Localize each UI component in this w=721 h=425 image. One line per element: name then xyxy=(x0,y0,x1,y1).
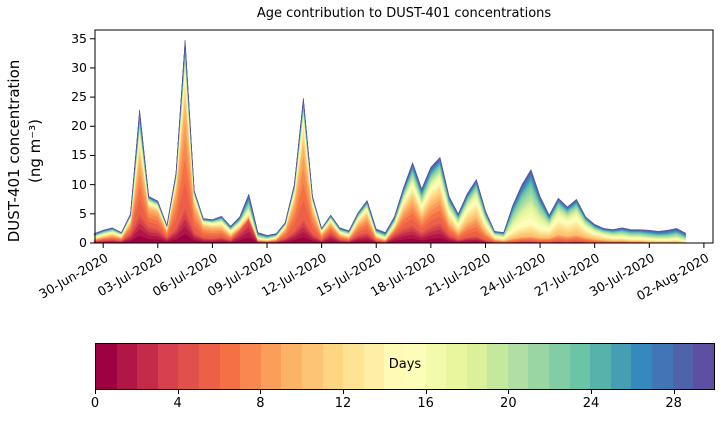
age-layers xyxy=(93,39,686,244)
colorbar-segment xyxy=(549,344,570,389)
colorbar-segment xyxy=(137,344,158,389)
colorbar-segment xyxy=(446,344,467,389)
colorbar-tick xyxy=(591,390,592,394)
y-tick-label: 35 xyxy=(71,30,87,46)
colorbar-segment xyxy=(487,344,508,389)
colorbar-tick xyxy=(343,390,344,394)
colorbar-segment xyxy=(466,344,488,389)
y-tick-label: 15 xyxy=(71,147,87,163)
colorbar-segment xyxy=(219,344,241,389)
colorbar-segment xyxy=(652,344,673,389)
colorbar-tick-label: 12 xyxy=(334,396,352,411)
colorbar-segment xyxy=(178,344,199,389)
colorbar-tick-label: 28 xyxy=(665,396,682,411)
age-layer xyxy=(93,39,686,236)
colorbar-segment xyxy=(590,344,611,389)
colorbar-segment xyxy=(404,344,426,389)
colorbar-segment xyxy=(116,344,138,389)
y-tick-label: 25 xyxy=(71,89,87,105)
colorbar-tick xyxy=(260,390,262,394)
y-tick-label: 0 xyxy=(79,235,87,250)
colorbar-segment xyxy=(693,344,714,389)
colorbar-segment xyxy=(425,344,447,389)
chart-title: Age contribution to DUST-401 concentrati… xyxy=(256,6,552,21)
colorbar-segment xyxy=(281,344,302,389)
colorbar-segment xyxy=(384,344,405,389)
colorbar-tick-label: 8 xyxy=(256,396,265,411)
colorbar-segment xyxy=(322,344,344,389)
colorbar-segment xyxy=(672,344,694,389)
colorbar-segment xyxy=(569,344,591,389)
y-tick-label: 5 xyxy=(79,205,87,221)
y-tick-label: 20 xyxy=(71,118,87,134)
colorbar-segment xyxy=(363,344,385,389)
colorbar-segment xyxy=(507,344,529,389)
colorbar-tick xyxy=(425,390,427,394)
colorbar-segment xyxy=(343,344,364,389)
colorbar-tick-label: 0 xyxy=(90,396,100,411)
colorbar-segment xyxy=(260,344,282,389)
colorbar-tick-label: 20 xyxy=(500,396,517,411)
colorbar-tick-label: 24 xyxy=(582,396,600,411)
colorbar-segment xyxy=(96,344,117,389)
colorbar-tick xyxy=(508,390,510,394)
colorbar-tick xyxy=(673,390,675,394)
colorbar-segment xyxy=(157,344,179,389)
axis-ticks xyxy=(90,38,705,248)
colorbar-tick xyxy=(95,390,96,394)
colorbar-tick xyxy=(177,390,179,394)
colorbar-segment xyxy=(240,344,261,389)
colorbar-segment xyxy=(198,344,220,389)
axes-box xyxy=(94,29,714,244)
colorbar-tick-label: 4 xyxy=(173,396,182,411)
colorbar-tick-label: 16 xyxy=(417,396,434,411)
stacked-area-plot xyxy=(90,29,714,248)
colorbar xyxy=(95,343,715,390)
colorbar-segment xyxy=(631,344,653,389)
y-tick-label: 30 xyxy=(71,59,87,75)
colorbar-segment xyxy=(528,344,550,389)
y-tick-label: 10 xyxy=(71,176,87,192)
colorbar-segment xyxy=(301,344,323,389)
colorbar-segment xyxy=(610,344,632,389)
